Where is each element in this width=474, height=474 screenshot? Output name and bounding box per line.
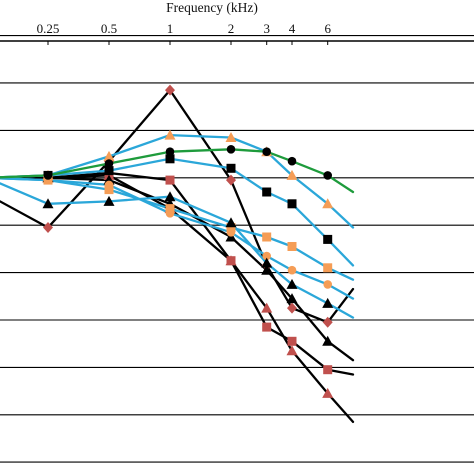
x-tick-label: 3 [263,21,270,36]
data-point-square [104,166,114,176]
data-point-square [323,234,333,244]
data-point-triangle [322,198,334,209]
x-tick-group: 0.25 0.5 1 2 3 4 6 [37,21,331,45]
data-point-diamond [226,174,236,186]
data-point-triangle [261,257,273,268]
data-point-triangle [261,302,273,313]
data-point-circle [262,147,272,156]
x-axis-title: Frequency (kHz) [166,0,258,15]
data-point-triangle [225,132,237,142]
data-point-triangle [225,217,237,228]
data-point-triangle [322,335,334,346]
series-line-blue [0,177,355,300]
data-point-diamond [43,222,53,233]
data-point-triangle [286,293,298,304]
series-line-black [0,176,355,362]
data-point-square [165,204,175,214]
data-point-square [262,232,272,242]
marker-group [42,84,334,398]
data-point-triangle [322,387,334,398]
data-point-square [104,185,114,195]
data-point-diamond [287,302,297,314]
data-point-square [262,322,272,332]
x-tick-label: 0.25 [37,21,60,36]
data-point-triangle [286,278,298,289]
data-point-triangle [322,297,334,308]
data-point-square [287,336,297,346]
data-point-diamond [322,316,333,328]
data-point-triangle [286,345,298,356]
data-point-circle [104,159,114,168]
data-point-circle [323,171,333,180]
data-point-circle [287,156,297,166]
data-point-square [287,242,297,251]
data-point-circle [104,180,114,190]
series-line-blue [0,182,355,319]
data-point-triangle [261,264,273,275]
data-point-square [165,154,175,164]
data-point-circle [323,280,333,289]
data-point-square [323,263,333,273]
data-point-circle [262,251,272,261]
series-group [0,88,355,424]
data-point-triangle [225,255,237,266]
data-point-square [226,223,236,232]
data-point-circle [165,147,175,156]
x-tick-label: 0.5 [101,21,117,36]
x-tick-label: 4 [289,21,296,36]
data-point-circle [165,209,175,218]
data-point-triangle [103,195,115,206]
data-point-triangle [164,129,176,140]
data-point-square [287,199,297,209]
data-point-square [262,187,272,197]
data-point-circle [226,145,236,154]
data-point-triangle [164,191,176,202]
series-line-blue [0,177,355,281]
data-point-square [226,163,236,173]
data-point-triangle [42,198,54,209]
data-point-square [165,175,175,185]
data-point-diamond [165,84,175,96]
series-line-green [0,148,355,194]
data-point-circle [43,171,53,180]
data-point-circle [287,265,297,275]
gridline-group [0,35,474,463]
data-point-square [323,365,333,375]
data-point-triangle [286,169,298,180]
data-point-circle [226,228,236,237]
x-tick-label: 1 [167,21,174,36]
x-tick-label: 6 [324,21,331,36]
data-point-triangle [103,150,115,161]
x-tick-label: 2 [228,21,235,36]
